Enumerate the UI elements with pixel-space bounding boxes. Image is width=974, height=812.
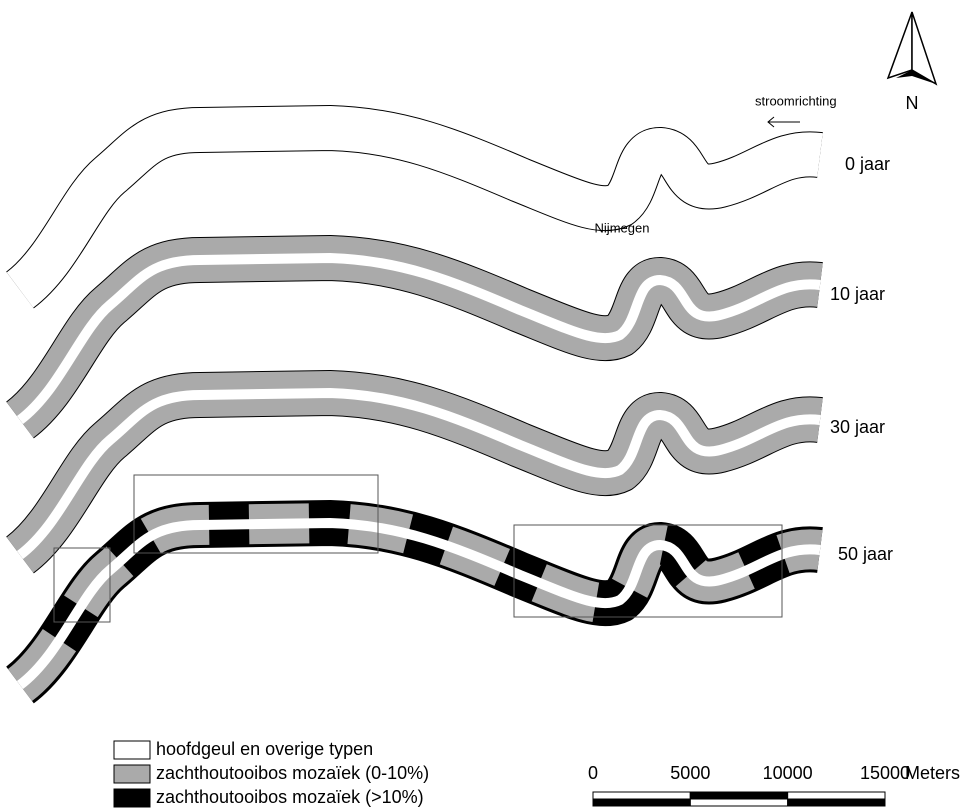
scale-label: 15000 bbox=[860, 763, 910, 783]
scale-segment bbox=[787, 798, 886, 807]
legend-swatch bbox=[113, 740, 151, 760]
river-panel bbox=[20, 523, 820, 685]
scale-label: 5000 bbox=[670, 763, 710, 783]
north-arrow bbox=[886, 11, 913, 80]
scale-segment bbox=[592, 791, 691, 800]
inset-box bbox=[513, 524, 783, 618]
legend-label: zachthoutooibos mozaïek (0-10%) bbox=[156, 763, 429, 783]
panel-label: 10 jaar bbox=[830, 284, 885, 304]
scale-unit: Meters bbox=[905, 763, 960, 783]
panel-label: 0 jaar bbox=[845, 154, 890, 174]
legend-swatch bbox=[113, 788, 151, 808]
scale-segment bbox=[689, 798, 789, 807]
city-label: Nijmegen bbox=[595, 220, 650, 235]
scale-segment bbox=[592, 798, 691, 807]
scale-label: 10000 bbox=[763, 763, 813, 783]
legend-swatch bbox=[113, 764, 151, 784]
panel-label: 30 jaar bbox=[830, 417, 885, 437]
north-arrow bbox=[896, 70, 936, 84]
flow-arrow bbox=[767, 116, 775, 128]
scale-label: 0 bbox=[588, 763, 598, 783]
flow-label: stroomrichting bbox=[755, 93, 837, 108]
scale-segment bbox=[787, 791, 886, 800]
legend-label: hoofdgeul en overige typen bbox=[156, 739, 373, 759]
scale-segment bbox=[689, 791, 789, 800]
north-label: N bbox=[906, 93, 919, 113]
inset-box bbox=[53, 547, 111, 623]
legend-label: zachthoutooibos mozaïek (>10%) bbox=[156, 787, 424, 807]
panel-label: 50 jaar bbox=[838, 544, 893, 564]
inset-box bbox=[133, 474, 379, 554]
